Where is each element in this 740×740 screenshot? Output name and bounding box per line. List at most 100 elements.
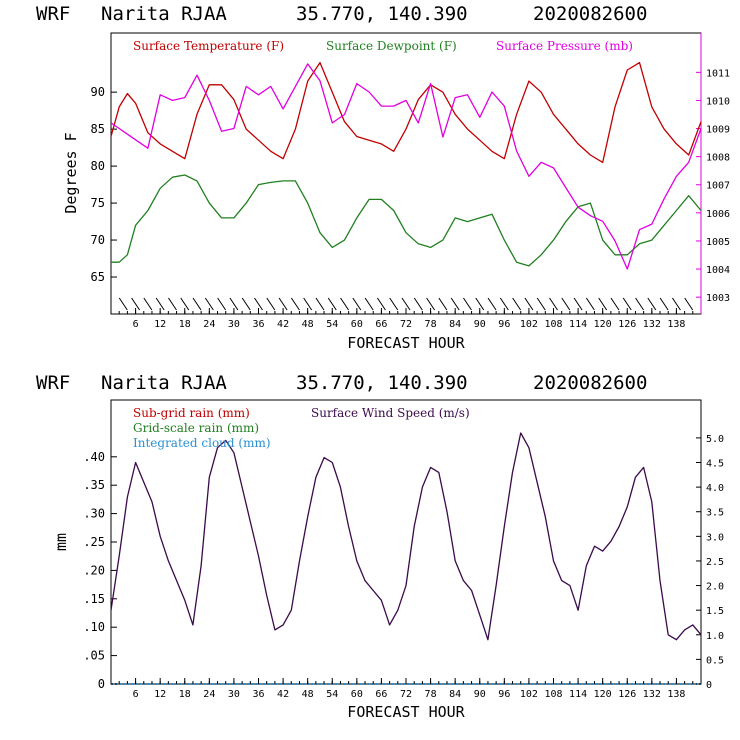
x-tick-label: 78 (425, 689, 437, 700)
right-y-tick-label: 4.5 (706, 459, 724, 470)
top-init-label: 2020082600 (533, 3, 647, 25)
legend-surface-dewpoint: Surface Dewpoint (F) (326, 39, 457, 53)
y-tick-label: .30 (83, 507, 105, 521)
surface-wind-speed-line (110, 432, 702, 641)
wind-barb-icon (536, 297, 546, 311)
x-tick-label: 120 (594, 319, 612, 330)
bottom-station-label: Narita RJAA (101, 372, 227, 394)
wind-barb-icon (241, 297, 251, 311)
x-tick-label: 30 (228, 689, 240, 700)
wind-barb-icon (290, 297, 300, 311)
right-y-tick-label: 1011 (706, 68, 730, 79)
wind-barb-icon (192, 297, 202, 311)
wind-barbs (118, 297, 694, 311)
legend-surface-temperature: Surface Temperature (F) (133, 39, 284, 53)
bottom-y-ticks-left: 0 .05 .10 .15 .20 .25 .30 .35 .40 (83, 450, 117, 691)
wind-barb-icon (647, 297, 657, 311)
right-y-tick-label: 1005 (706, 237, 730, 248)
right-y-tick-label: 1.0 (706, 631, 724, 642)
right-y-tick-label: 5.0 (706, 434, 724, 445)
wind-barb-icon (610, 297, 620, 311)
wind-barb-icon (401, 297, 411, 311)
top-y-axis-label: Degrees F (62, 132, 80, 213)
wind-barb-icon (635, 297, 644, 311)
wind-barb-icon (475, 297, 485, 311)
wind-barb-icon (512, 297, 522, 311)
x-tick-label: 108 (544, 319, 562, 330)
wind-barb-icon (315, 297, 325, 311)
right-y-tick-label: 2.5 (706, 557, 724, 568)
wind-barb-icon (622, 297, 632, 311)
bottom-x-ticks: 6 12 18 24 30 36 42 48 54 60 66 72 78 84 90 96 102 108 114… (118, 678, 694, 700)
x-tick-label: 96 (498, 319, 510, 330)
x-tick-label: 12 (154, 319, 166, 330)
x-tick-label: 30 (228, 319, 240, 330)
bottom-y-axis-label: mm (52, 533, 70, 551)
right-y-tick-label: 1010 (706, 96, 730, 107)
right-y-tick-label: 3.0 (706, 532, 724, 543)
wind-barb-icon (229, 297, 239, 311)
wind-barb-icon (549, 297, 558, 311)
surface-dewpoint-line (111, 174, 702, 267)
x-tick-label: 36 (252, 319, 264, 330)
y-tick-label: 0 (98, 677, 105, 691)
wind-barb-icon (413, 297, 423, 311)
x-tick-label: 12 (154, 689, 166, 700)
wind-barb-icon (672, 297, 681, 311)
legend-surface-wind-speed: Surface Wind Speed (m/s) (311, 406, 470, 420)
x-tick-label: 84 (449, 689, 461, 700)
bottom-coords-label: 35.770, 140.390 (296, 372, 468, 394)
wind-barb-icon (684, 297, 694, 311)
y-tick-label: 90 (91, 85, 105, 99)
x-tick-label: 48 (302, 319, 314, 330)
wind-barb-icon (573, 297, 583, 311)
legend-grid-scale-rain: Grid-scale rain (mm) (133, 421, 259, 435)
legend-surface-pressure: Surface Pressure (mb) (496, 39, 633, 53)
surface-pressure-line (110, 63, 702, 270)
wind-barb-icon (352, 297, 362, 311)
top-y-ticks-right: 1003 1004 1005 1006 1007 1008 1009 1010 1011 (696, 68, 730, 304)
right-y-tick-label: 4.0 (706, 483, 724, 494)
x-tick-label: 90 (474, 689, 486, 700)
y-tick-label: .40 (83, 450, 105, 464)
wind-barb-icon (463, 297, 472, 311)
x-tick-label: 138 (667, 689, 685, 700)
y-tick-label: .05 (83, 649, 105, 663)
wind-barb-icon (364, 297, 374, 311)
x-tick-label: 18 (179, 319, 191, 330)
right-y-tick-label: 1.5 (706, 606, 724, 617)
wind-barb-icon (143, 297, 153, 311)
y-tick-label: 70 (91, 233, 105, 247)
top-x-axis-label: FORECAST HOUR (347, 334, 465, 352)
wind-barb-icon (217, 297, 227, 311)
legend-sub-grid-rain: Sub-grid rain (mm) (133, 406, 250, 420)
x-tick-label: 102 (520, 319, 538, 330)
x-tick-label: 54 (326, 319, 338, 330)
top-x-ticks: 6 12 18 24 30 36 42 48 54 60 66 72 78 84 90 96 102 108 114… (118, 308, 694, 330)
right-y-tick-label: 1008 (706, 153, 730, 164)
right-y-tick-label: 1003 (706, 293, 730, 304)
x-tick-label: 126 (618, 319, 636, 330)
top-coords-label: 35.770, 140.390 (296, 3, 468, 25)
x-tick-label: 72 (400, 319, 412, 330)
wind-barb-icon (327, 297, 337, 311)
right-y-tick-label: 1007 (706, 181, 730, 192)
top-y-ticks-left: 65 70 75 80 85 90 (91, 85, 117, 284)
x-tick-label: 72 (400, 689, 412, 700)
top-station-label: Narita RJAA (101, 3, 227, 25)
wind-barb-icon (118, 297, 128, 311)
wind-barb-icon (278, 297, 288, 311)
x-tick-label: 42 (277, 689, 289, 700)
y-tick-label: 65 (91, 270, 105, 284)
bottom-x-axis-label: FORECAST HOUR (347, 703, 465, 721)
x-tick-label: 6 (133, 689, 139, 700)
x-tick-label: 84 (449, 319, 461, 330)
x-tick-label: 132 (643, 319, 661, 330)
y-tick-label: 85 (91, 122, 105, 136)
wind-barb-icon (561, 297, 571, 311)
wind-barb-icon (524, 297, 534, 311)
x-tick-label: 36 (252, 689, 264, 700)
bottom-model-label: WRF (36, 372, 70, 394)
x-tick-label: 24 (203, 319, 215, 330)
